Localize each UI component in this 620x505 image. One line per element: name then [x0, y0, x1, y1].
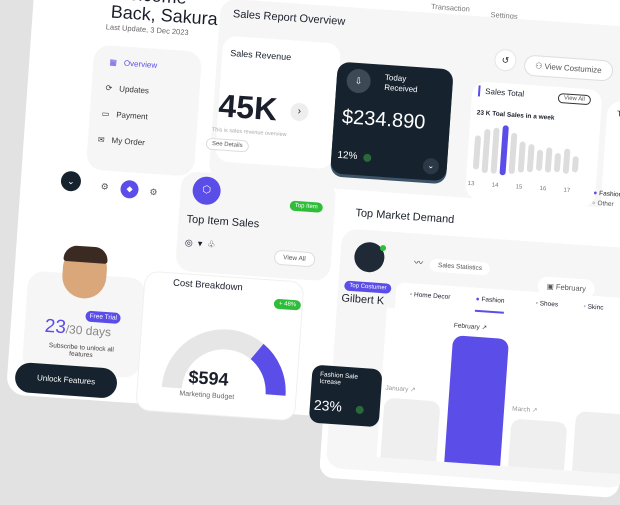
up-arrow-icon	[355, 405, 364, 415]
sales-bar	[544, 147, 553, 173]
sidebar-nav: ▦ Overview ⟳ Updates ▭ Payment ✉ My Order	[85, 44, 203, 177]
x-tick-label: 15	[515, 184, 523, 191]
sidebar-item-my-order[interactable]: ✉ My Order	[98, 135, 146, 147]
tab-home-decor[interactable]: ◦ Home Decor	[409, 291, 451, 301]
sales-bar-chart	[472, 121, 585, 181]
month-label: February ↗	[453, 321, 488, 332]
tab-fashion[interactable]: ● Fashion	[474, 295, 505, 314]
tab-label: Shoes	[539, 300, 559, 309]
sidebar-item-label: Overview	[123, 58, 158, 70]
fashion-sale-value: 23%	[313, 396, 343, 415]
tab-label: Fashion	[481, 296, 505, 305]
settings-icon[interactable]: ⚙	[100, 181, 110, 192]
today-change: 12%	[337, 149, 358, 163]
view-all-button[interactable]: View All	[557, 92, 592, 106]
sales-revenue-value: 45K	[217, 87, 279, 128]
today-label: Today Received	[383, 72, 418, 95]
sales-bar	[499, 125, 509, 176]
sidebar-item-label: My Order	[111, 135, 146, 148]
x-tick-label: 13	[467, 180, 475, 188]
sales-bar	[490, 127, 500, 175]
x-tick-label: 17	[563, 187, 571, 195]
trial-days: 23/30 days	[44, 316, 112, 343]
sales-bar	[508, 133, 518, 174]
sales-bar	[517, 140, 526, 173]
sales-total-card: Sales Total View All 23 K Toal Sales in …	[464, 80, 603, 208]
tab-label: Home Decor	[413, 291, 451, 301]
sidebar-item-overview[interactable]: ▦ Overview	[109, 58, 157, 70]
sales-x-axis: 13 14 15 16 17	[467, 181, 579, 199]
tab-shoes[interactable]: ◦ Shoes	[535, 299, 559, 309]
today-value: $234.890	[341, 105, 427, 134]
chevron-down-icon[interactable]: ⌄	[422, 157, 440, 175]
accent-marker	[477, 85, 481, 97]
sidebar-item-label: Updates	[118, 84, 150, 96]
grid-icon: ▦	[109, 57, 118, 68]
sales-bar	[571, 156, 579, 173]
sales-revenue-card: Sales Revenue 45K › This is sales revenu…	[205, 35, 342, 170]
sidebar-item-payment[interactable]: ▭ Payment	[101, 109, 148, 121]
x-tick-label: 16	[539, 185, 547, 193]
inbox-icon: ✉	[97, 134, 105, 145]
cost-value: $594	[187, 366, 230, 390]
top-item-badge: Top Item	[289, 200, 324, 213]
trend-icon: 〰	[413, 257, 424, 268]
market-title: Top Market Demand	[355, 207, 455, 227]
gauge-fill	[250, 343, 286, 396]
sales-total-title: Sales Total	[484, 86, 525, 99]
tab-label: Skinc	[587, 303, 604, 312]
view-all-button[interactable]: View All	[273, 249, 316, 268]
month-bar	[444, 334, 510, 466]
legend-label: Other	[597, 199, 614, 209]
month-label: January ↗	[385, 384, 416, 394]
cost-gauge	[161, 329, 286, 396]
month-label: February	[555, 282, 587, 294]
sales-revenue-caption: This is sales revenue overview	[211, 126, 287, 139]
sales-bar	[481, 129, 491, 173]
days-total: /30 days	[65, 322, 112, 340]
wallet-icon: ▭	[101, 109, 110, 119]
dashboard-mockup: Welcome Back, Sakura Last Update, 3 Dec …	[5, 0, 620, 499]
top-item-sales-card: ⬡ Top Item Top Item Sales ◎▾♧ View All	[174, 170, 337, 282]
x-tick-label: 14	[491, 182, 499, 190]
sales-bar	[553, 152, 562, 172]
sidebar-item-updates[interactable]: ⟳ Updates	[105, 83, 149, 95]
chevron-right-icon[interactable]: ›	[289, 102, 309, 122]
fashion-sale-card: Fashion Sale Icrease 23%	[308, 364, 383, 428]
sales-bar	[535, 149, 544, 172]
top-item-title: Top Item Sales	[186, 213, 260, 231]
tab-skincare[interactable]: ◦ Skinc	[583, 303, 604, 312]
month-label: March ↗	[511, 405, 538, 415]
month-bar	[571, 411, 620, 475]
up-arrow-icon	[363, 153, 372, 163]
sales-revenue-title: Sales Revenue	[229, 48, 292, 63]
item-category-icons: ◎▾♧	[184, 237, 221, 250]
cost-title: Cost Breakdown	[172, 277, 244, 294]
download-tray-icon: ⇩	[345, 68, 372, 94]
customize-label: View Costumize	[544, 61, 602, 75]
cube-icon: ⬡	[191, 175, 222, 206]
cost-breakdown-card: Cost Breakdown + 48% $594 Marketing Budg…	[135, 270, 305, 422]
legend-other: ● Other	[591, 199, 614, 209]
cost-badge: + 48%	[273, 298, 302, 311]
days-used: 23	[44, 315, 67, 339]
sidebar-item-label: Payment	[115, 110, 149, 122]
today-received-card: ⇩ Today Received $234.890 12% ⌄	[330, 61, 454, 182]
fashion-sale-label: Fashion Sale Icrease	[319, 371, 359, 387]
top-market-card: Top Market Demand Top Costumer Gilbert K…	[308, 197, 620, 499]
sales-bar	[562, 148, 571, 174]
gear-icon[interactable]: ⚙	[149, 186, 158, 198]
market-bar-chart: January ↗ February ↗ March ↗	[376, 307, 620, 475]
sales-bar	[526, 143, 535, 173]
month-bar	[380, 397, 441, 462]
sales-bar	[472, 135, 482, 170]
month-bar	[508, 418, 568, 471]
refresh-icon: ⟳	[105, 83, 113, 93]
sales-total-subtitle: 23 K Toal Sales in a week	[476, 109, 555, 122]
